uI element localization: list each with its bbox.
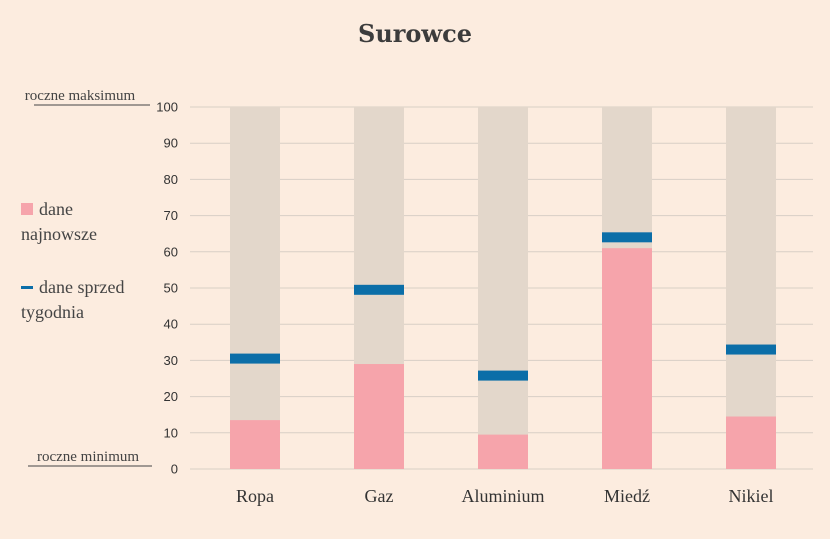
y-tick-label: 40 <box>164 317 178 332</box>
x-category-label: Nikiel <box>729 486 774 506</box>
y-tick-label: 100 <box>156 100 178 115</box>
category-labels: Ropa Gaz Aluminium Miedź Nikiel <box>236 486 774 506</box>
y-tick-label: 70 <box>164 208 178 223</box>
marker-week-ago <box>230 353 280 364</box>
marker-week-ago <box>726 344 776 355</box>
y-tick-label: 10 <box>164 425 178 440</box>
legend-latest-label-line2: najnowsze <box>21 224 97 244</box>
annotation-annual-min: roczne minimum <box>37 449 139 465</box>
range-band <box>726 107 776 469</box>
bar-latest <box>478 434 528 469</box>
y-tick-label: 60 <box>164 244 178 259</box>
legend-latest-swatch <box>21 203 33 215</box>
marker-week-ago <box>602 232 652 243</box>
legend-week-label-line2: tygodnia <box>21 302 84 322</box>
bar-latest <box>230 420 280 469</box>
chart-title: Surowce <box>358 19 472 48</box>
latest-bars <box>230 248 776 469</box>
y-tick-label: 50 <box>164 281 178 296</box>
x-category-label: Miedź <box>604 486 650 506</box>
y-tick-label: 80 <box>164 172 178 187</box>
legend-week-swatch <box>21 286 33 289</box>
bar-latest <box>726 416 776 469</box>
range-band <box>478 107 528 469</box>
marker-week-ago <box>478 370 528 381</box>
y-tick-label: 90 <box>164 136 178 151</box>
bar-latest <box>354 364 404 469</box>
legend-latest-label-line1: dane <box>39 199 73 219</box>
marker-week-ago <box>354 284 404 295</box>
legend-week-label-line1: dane sprzed <box>39 277 124 297</box>
bar-latest <box>602 248 652 469</box>
x-category-label: Ropa <box>236 486 274 506</box>
x-category-label: Gaz <box>365 486 394 506</box>
y-tick-label: 0 <box>171 462 178 477</box>
legend: dane najnowsze dane sprzed tygodnia <box>21 199 124 322</box>
annotation-annual-max: roczne maksimum <box>25 88 136 104</box>
x-category-label: Aluminium <box>461 486 544 506</box>
y-tick-label: 30 <box>164 353 178 368</box>
y-tick-label: 20 <box>164 389 178 404</box>
week-ago-markers <box>230 232 776 381</box>
range-band <box>230 107 280 469</box>
